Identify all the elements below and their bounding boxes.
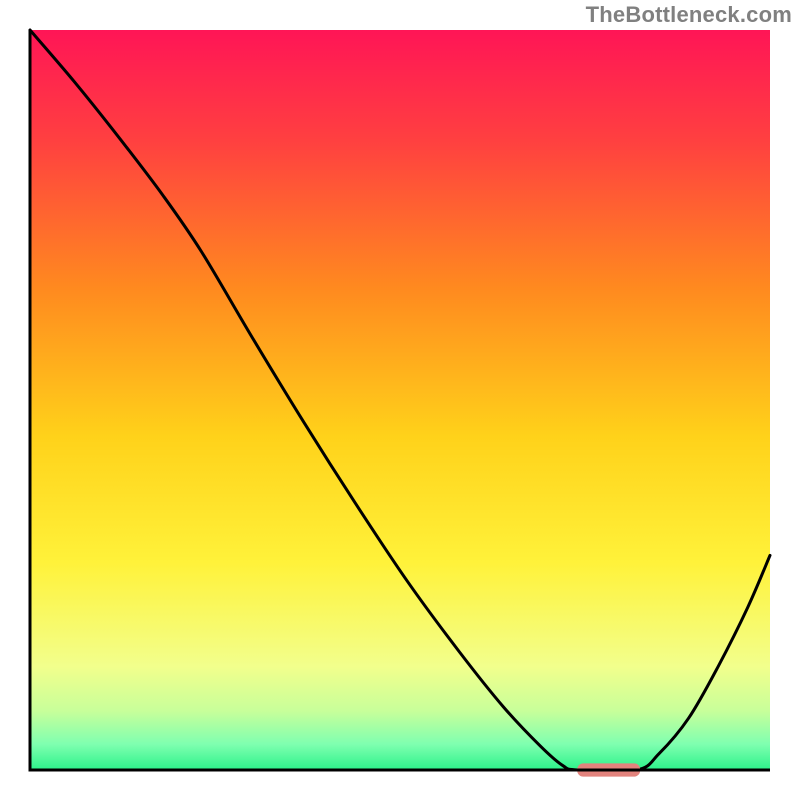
bottleneck-chart — [0, 0, 800, 800]
chart-container: { "watermark": { "text": "TheBottleneck.… — [0, 0, 800, 800]
watermark-text: TheBottleneck.com — [586, 2, 792, 28]
gradient-background — [30, 30, 770, 770]
